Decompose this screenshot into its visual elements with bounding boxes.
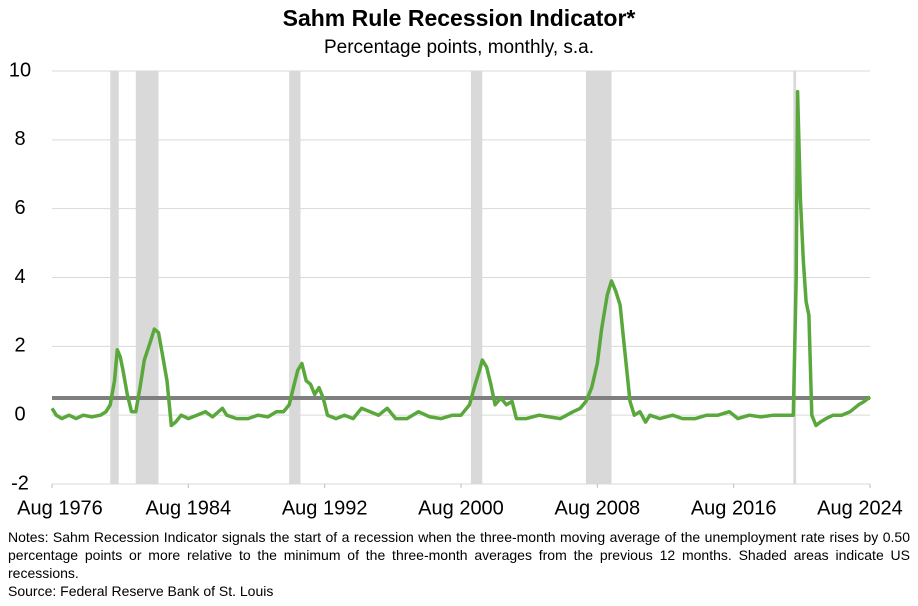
- y-tick-label: 4: [14, 266, 25, 288]
- y-tick-label: 0: [14, 403, 25, 425]
- chart: Sahm Rule Recession Indicator* Percentag…: [9, 5, 903, 519]
- y-tick-label: 8: [14, 128, 25, 150]
- chart-title: Sahm Rule Recession Indicator*: [283, 5, 636, 31]
- x-tick-label: Aug 1976: [17, 497, 103, 519]
- y-tick-label: 10: [9, 59, 31, 81]
- y-tick-label: 2: [14, 335, 25, 357]
- recession-band: [289, 71, 301, 484]
- x-tick-label: Aug 2008: [555, 497, 641, 519]
- notes: Notes: Sahm Recession Indicator signals …: [8, 529, 910, 581]
- x-tick-label: Aug 2000: [418, 497, 504, 519]
- source: Source: Federal Reserve Bank of St. Loui…: [8, 583, 274, 599]
- y-tick-label: -2: [11, 472, 29, 494]
- recession-band: [135, 71, 159, 484]
- recession-band: [585, 71, 612, 484]
- data-line: [50, 89, 872, 428]
- x-tick-label: Aug 2016: [691, 497, 777, 519]
- y-tick-label: 6: [14, 197, 25, 219]
- chart-subtitle: Percentage points, monthly, s.a.: [324, 37, 594, 58]
- x-tick-label: Aug 1992: [282, 497, 368, 519]
- x-tick-label: Aug 1984: [146, 497, 232, 519]
- recession-band: [470, 71, 483, 484]
- recession-band: [110, 71, 119, 484]
- x-tick-label: Aug 2024: [817, 497, 903, 519]
